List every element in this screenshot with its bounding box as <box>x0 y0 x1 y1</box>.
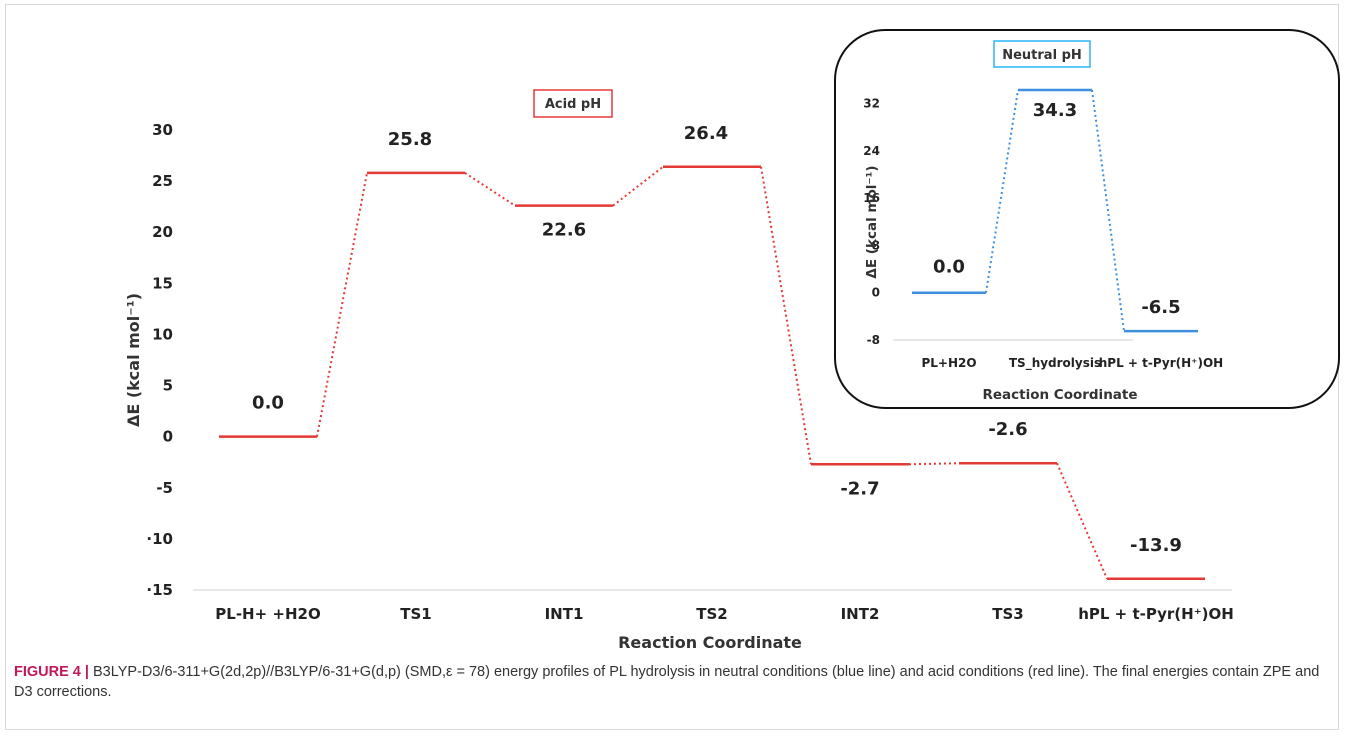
neutral-title-box <box>993 40 1091 68</box>
neutral-connector-line <box>1091 89 1125 332</box>
acid-y-tick-label: 5 <box>163 377 173 395</box>
neutral-connector-line <box>985 89 1019 293</box>
acid-connector-line <box>464 172 516 207</box>
acid-x-tick-label: PL-H+ +H2O <box>215 605 320 623</box>
acid-ph-chart: Acid pH 30 25 20 15 10 5 0 -5 ·10 ·15 PL-H+ +H2O T… <box>124 89 1234 652</box>
acid-y-tick-label: 0 <box>163 428 173 446</box>
acid-y-tick-label: 15 <box>152 274 173 292</box>
acid-y-tick-label: 20 <box>152 223 173 241</box>
acid-x-axis-title: Reaction Coordinate <box>618 633 802 652</box>
acid-data-label: 26.4 <box>684 123 728 144</box>
acid-y-tick-label: -5 <box>156 479 173 497</box>
neutral-y-axis-title: ΔE (kcal mol⁻¹) <box>864 165 880 278</box>
neutral-x-tick-label: TS_hydrolysis <box>1009 356 1101 371</box>
neutral-y-tick-label: 0 <box>872 286 880 300</box>
neutral-x-tick-label: hPL + t-Pyr(H⁺)OH <box>1099 356 1223 370</box>
acid-x-tick-label: TS1 <box>400 605 431 623</box>
neutral-data-label: -6.5 <box>1141 297 1180 318</box>
acid-x-tick-label: INT1 <box>545 605 584 623</box>
figure-chart-area: Acid pH 30 25 20 15 10 5 0 -5 ·10 ·15 PL-H+ +H2O T… <box>124 29 1340 652</box>
figure-caption: FIGURE 4 | B3LYP-D3/6-311+G(2d,2p)//B3LY… <box>14 662 1324 702</box>
acid-y-tick-label: 25 <box>152 172 173 190</box>
acid-data-label: -2.7 <box>840 478 879 499</box>
inset-frame <box>834 29 1340 409</box>
acid-chart-title: Acid pH <box>545 97 601 112</box>
acid-connector-line <box>908 462 960 466</box>
caption-text: B3LYP-D3/6-311+G(2d,2p)//B3LYP/6-31+G(d,… <box>14 664 1320 700</box>
neutral-data-label: 0.0 <box>933 257 965 278</box>
acid-y-axis-title: ΔE (kcal mol⁻¹) <box>124 293 143 427</box>
acid-connector-line <box>316 172 368 437</box>
acid-y-tick-label: ·15 <box>146 581 173 599</box>
acid-x-tick-label: TS3 <box>992 605 1023 623</box>
acid-data-label: -13.9 <box>1130 535 1182 556</box>
acid-connector-line <box>612 166 664 207</box>
neutral-chart-title: Neutral pH <box>1002 48 1082 63</box>
acid-x-tick-label: hPL + t-Pyr(H⁺)OH <box>1078 605 1234 623</box>
neutral-y-tick-label: 8 <box>872 238 880 252</box>
acid-title-box <box>533 89 613 118</box>
acid-data-label: -2.6 <box>988 419 1027 440</box>
acid-data-label: 25.8 <box>388 129 432 150</box>
acid-y-tick-label: ·10 <box>146 530 173 548</box>
acid-x-tick-label: TS2 <box>696 605 727 623</box>
caption-label: FIGURE 4 | <box>14 664 89 680</box>
neutral-y-tick-label: 24 <box>863 144 880 158</box>
acid-connector-line <box>760 166 812 465</box>
neutral-data-label: 34.3 <box>1033 100 1077 121</box>
acid-y-tick-label: 30 <box>152 121 173 139</box>
neutral-x-tick-label: PL+H2O <box>921 356 976 370</box>
neutral-y-tick-label: -8 <box>867 333 880 347</box>
acid-x-tick-label: INT2 <box>841 605 880 623</box>
neutral-y-tick-label: 32 <box>863 97 880 111</box>
acid-y-tick-label: 10 <box>152 325 173 343</box>
acid-connector-line <box>1056 462 1108 580</box>
acid-data-label: 22.6 <box>542 220 586 241</box>
neutral-y-tick-label: 16 <box>863 191 880 205</box>
neutral-ph-inset-chart: Neutral pH 32 24 16 8 0 -8 PL+H2O TS_hydrolysi… <box>834 29 1340 409</box>
neutral-x-axis-title: Reaction Coordinate <box>982 387 1137 403</box>
acid-data-label: 0.0 <box>252 393 284 414</box>
